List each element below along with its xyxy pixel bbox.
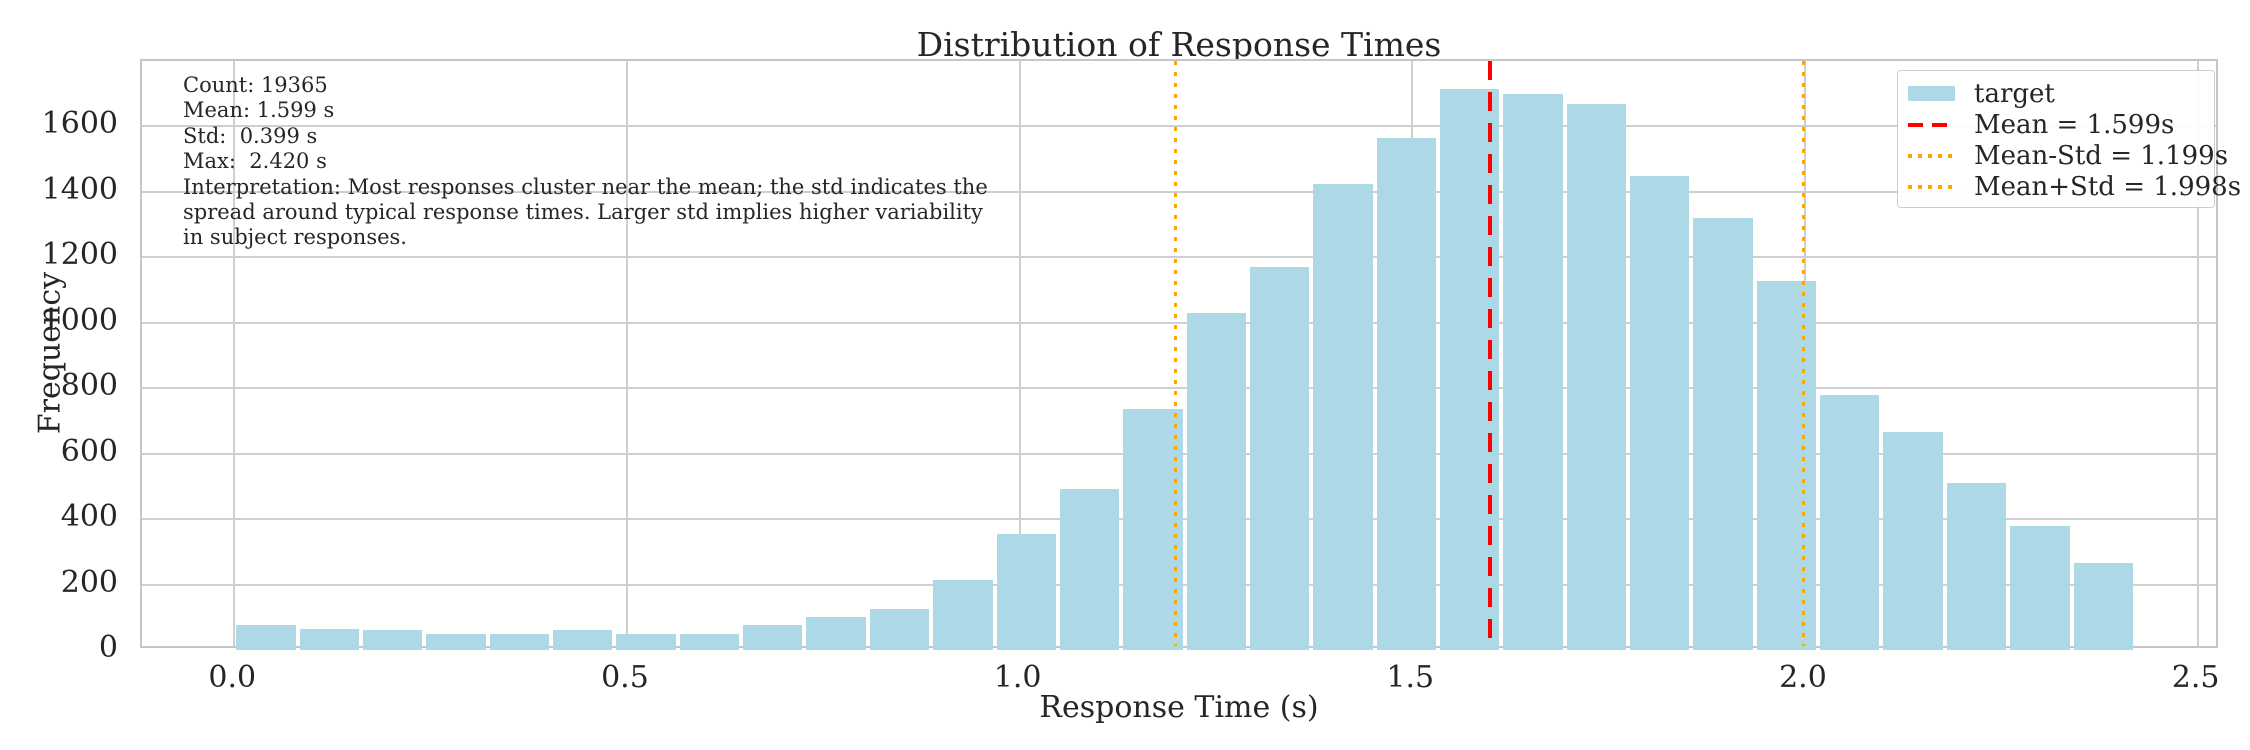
- y-tick-label: 200: [60, 564, 118, 600]
- legend-patch-swatch: [1908, 86, 1955, 101]
- legend-item: Mean-Std = 1.199s: [1898, 140, 2228, 171]
- stats-annotation-line: Interpretation: Most responses cluster n…: [183, 174, 988, 199]
- histogram-bar: [1503, 93, 1563, 650]
- legend-item-label: Mean-Std = 1.199s: [1974, 140, 2229, 171]
- y-gridline: [142, 125, 2216, 128]
- histogram-bar: [1946, 483, 2007, 650]
- histogram-bar: [2073, 562, 2133, 650]
- legend-dashed-swatch: [1908, 122, 1955, 127]
- x-gridline: [1018, 61, 1021, 646]
- stats-annotation-line: Std: 0.399 s: [183, 123, 318, 148]
- histogram-bar: [996, 533, 1056, 650]
- histogram-bar: [1693, 217, 1753, 650]
- histogram-bar: [1566, 104, 1627, 650]
- x-tick-label: 2.0: [1779, 660, 1827, 695]
- histogram-bar: [806, 616, 866, 650]
- histogram-bar: [362, 629, 423, 650]
- plot-area: Count: 19365 Mean: 1.599 s Std: 0.399 s Max…: [140, 59, 2241, 650]
- stats-annotation: Count: 19365 Mean: 1.599 s Std: 0.399 s Max…: [183, 73, 988, 251]
- histogram-bar: [2010, 526, 2070, 650]
- x-gridline: [625, 61, 628, 646]
- histogram-bar: [1123, 408, 1183, 650]
- stats-annotation-line: in subject responses.: [183, 225, 407, 250]
- legend-dotted-swatch: [1908, 184, 1955, 189]
- y-gridline: [142, 256, 2216, 259]
- y-tick-label: 1400: [41, 171, 118, 207]
- histogram-bar: [933, 580, 993, 650]
- histogram-bar: [616, 633, 676, 650]
- stats-annotation-line: spread around typical response times. La…: [183, 200, 983, 225]
- y-tick-label: 0: [98, 630, 118, 665]
- histogram-bar: [1313, 183, 1373, 650]
- histogram-bar: [869, 608, 930, 650]
- histogram-bar: [553, 630, 613, 650]
- legend-item: target: [1898, 78, 2214, 109]
- histogram-bar: [1059, 488, 1120, 650]
- histogram-bar: [299, 628, 359, 650]
- mean-plus-std-line: [1801, 61, 1805, 646]
- x-gridline: [2196, 61, 2199, 646]
- x-tick-label: 0.0: [208, 660, 257, 695]
- legend-item-label: Mean+Std = 1.998s: [1974, 171, 2242, 202]
- stats-annotation-line: Count: 19365: [183, 73, 328, 97]
- legend: target Mean = 1.599s Mean-Std = 1.199s Mean…: [1897, 70, 2241, 208]
- y-axis-label: Frequency: [32, 271, 68, 435]
- y-tick-label: 1000: [41, 302, 118, 338]
- mean-line: [1488, 61, 1493, 646]
- x-gridline: [233, 61, 236, 646]
- y-gridline: [142, 321, 2216, 324]
- y-tick-label: 1600: [41, 106, 118, 142]
- mean-minus-std-line: [1174, 61, 1178, 646]
- histogram-bar: [1630, 175, 1690, 650]
- legend-item-label: target: [1974, 78, 2055, 109]
- x-tick-label: 1.0: [993, 660, 1042, 695]
- x-axis-label: Response Time (s): [1039, 690, 1319, 725]
- legend-item: Mean = 1.599s: [1898, 109, 2214, 140]
- histogram-bar: [1756, 280, 1817, 650]
- histogram-bar: [1249, 267, 1310, 650]
- y-tick-label: 1200: [41, 237, 118, 273]
- x-tick-label: 1.5: [1386, 660, 1435, 695]
- histogram-bar: [236, 624, 296, 650]
- stats-annotation-line: Mean: 1.599 s: [183, 98, 335, 123]
- histogram-bar: [1186, 312, 1246, 650]
- y-tick-label: 800: [60, 368, 118, 404]
- legend-item: Mean+Std = 1.998s: [1898, 171, 2241, 202]
- y-gridline: [142, 190, 2216, 193]
- legend-dotted-swatch: [1908, 153, 1955, 158]
- x-tick-label: 2.5: [2171, 660, 2220, 695]
- histogram-bar: [743, 625, 803, 650]
- histogram-bar: [679, 633, 740, 650]
- y-tick-label: 600: [60, 433, 118, 469]
- x-tick-label: 0.5: [601, 660, 649, 695]
- histogram-bar: [426, 633, 486, 650]
- y-tick-label: 400: [60, 499, 118, 535]
- legend-item-label: Mean = 1.599s: [1974, 109, 2175, 140]
- histogram-bar: [1820, 395, 1880, 650]
- histogram-bar: [1376, 137, 1436, 650]
- histogram-bar: [1883, 432, 1943, 650]
- y-gridline: [142, 387, 2216, 390]
- stats-annotation-line: Max: 2.420 s: [183, 149, 327, 174]
- chart-title: Distribution of Response Times: [916, 25, 1442, 64]
- histogram-bar: [489, 633, 550, 650]
